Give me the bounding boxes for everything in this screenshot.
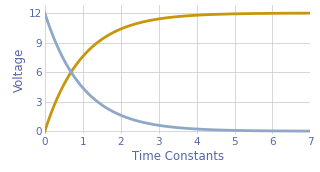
Y-axis label: Voltage: Voltage xyxy=(13,47,26,92)
X-axis label: Time Constants: Time Constants xyxy=(132,150,224,163)
